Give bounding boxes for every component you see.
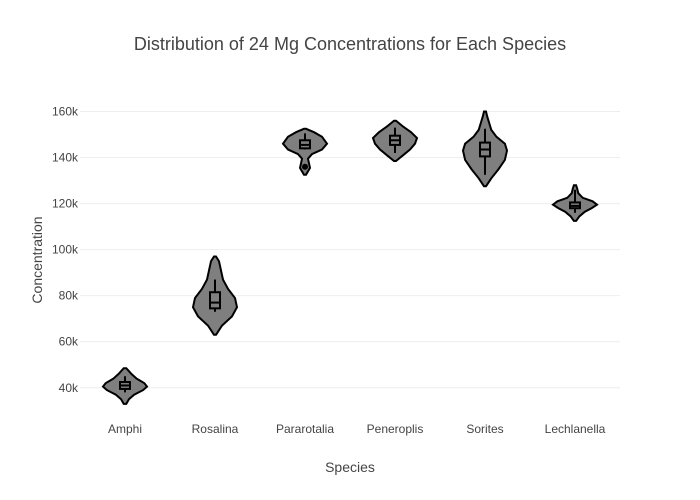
- x-tick-label: Lechlanella: [545, 422, 606, 436]
- y-tick-label: 140k: [52, 151, 79, 165]
- y-tick-label: 120k: [52, 197, 79, 211]
- y-tick-label: 100k: [52, 243, 79, 257]
- violin-box: [209, 291, 221, 310]
- violin-amphi: [101, 367, 149, 405]
- violin-body: [281, 127, 329, 176]
- x-axis-ticks: Amphi Rosalina Pararotalia Peneroplis Sorite…: [108, 422, 606, 436]
- violin-lechlanella: [551, 184, 599, 222]
- x-tick-label: Peneroplis: [367, 422, 424, 436]
- x-axis-label: Species: [325, 459, 375, 475]
- y-axis-ticks: 40k 60k 80k 100k 120k 140k 160k: [52, 105, 79, 395]
- gridlines: [80, 111, 620, 389]
- y-tick-label: 60k: [59, 335, 79, 349]
- violin-peneroplis: [371, 119, 419, 162]
- violin-rosalina: [191, 255, 239, 336]
- violin-outlier: [302, 163, 308, 170]
- x-tick-label: Rosalina: [192, 422, 239, 436]
- x-tick-label: Amphi: [108, 422, 142, 436]
- x-tick-label: Sorites: [466, 422, 503, 436]
- y-tick-label: 40k: [59, 381, 79, 395]
- x-tick-label: Pararotalia: [276, 422, 334, 436]
- y-tick-label: 80k: [59, 289, 79, 303]
- y-axis-label: Concentration: [29, 216, 45, 303]
- violin-sorites: [461, 110, 509, 188]
- chart-title: Distribution of 24 Mg Concentrations for…: [134, 34, 566, 54]
- violin-plots: [101, 110, 599, 405]
- violin-pararotalia: [281, 127, 329, 176]
- y-tick-label: 160k: [52, 105, 79, 119]
